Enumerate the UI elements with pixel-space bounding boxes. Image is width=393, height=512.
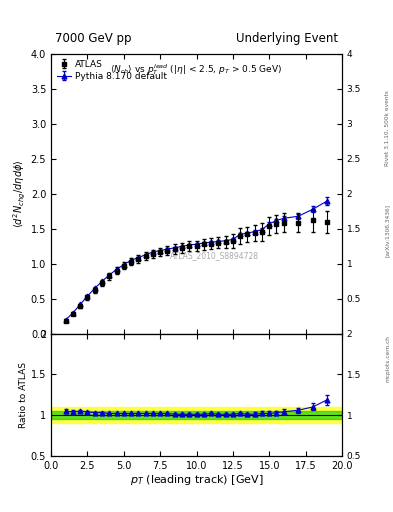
Text: mcplots.cern.ch: mcplots.cern.ch: [385, 335, 390, 382]
Bar: [51, 411, 342, 419]
Bar: [51, 407, 342, 423]
Legend: ATLAS, Pythia 8.170 default: ATLAS, Pythia 8.170 default: [55, 58, 168, 82]
Y-axis label: $\langle d^2 N_{chg}/d\eta d\phi \rangle$: $\langle d^2 N_{chg}/d\eta d\phi \rangle…: [12, 160, 28, 228]
Y-axis label: Ratio to ATLAS: Ratio to ATLAS: [19, 362, 28, 428]
Text: Rivet 3.1.10, 500k events: Rivet 3.1.10, 500k events: [385, 90, 390, 166]
X-axis label: $p_T$ (leading track) [GeV]: $p_T$ (leading track) [GeV]: [130, 473, 263, 487]
Text: [arXiv:1306.3436]: [arXiv:1306.3436]: [385, 204, 390, 257]
Text: 7000 GeV pp: 7000 GeV pp: [55, 32, 132, 45]
Text: Underlying Event: Underlying Event: [236, 32, 338, 45]
Text: $\langle N_{ch}\rangle$ vs $p_T^{lead}$ ($|\eta|$ < 2.5, $p_T$ > 0.5 GeV): $\langle N_{ch}\rangle$ vs $p_T^{lead}$ …: [110, 62, 283, 77]
Text: ATLAS_2010_S8894728: ATLAS_2010_S8894728: [169, 251, 259, 260]
